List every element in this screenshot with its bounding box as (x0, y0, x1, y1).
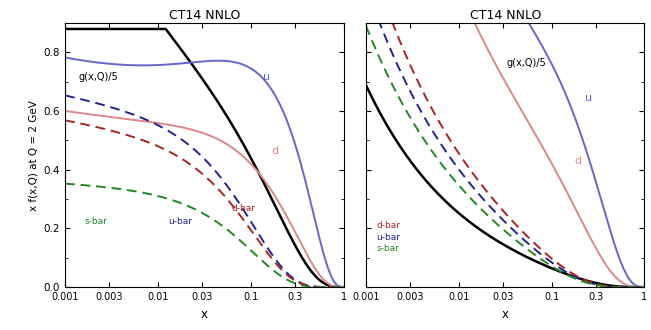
Text: s-bar: s-bar (84, 217, 107, 226)
X-axis label: x: x (201, 308, 208, 320)
Text: d: d (271, 146, 278, 156)
Text: g(x,Q)/5: g(x,Q)/5 (79, 72, 118, 82)
X-axis label: x: x (502, 308, 508, 320)
Text: d: d (574, 156, 581, 166)
Text: d-bar: d-bar (376, 221, 400, 230)
Text: u-bar: u-bar (169, 217, 193, 226)
Text: u: u (585, 93, 592, 103)
Text: u: u (263, 72, 270, 82)
Title: CT14 NNLO: CT14 NNLO (169, 9, 240, 22)
Text: g(x,Q)/5: g(x,Q)/5 (507, 58, 547, 68)
Y-axis label: x f(x,Q) at Q = 2 GeV: x f(x,Q) at Q = 2 GeV (28, 100, 38, 211)
Text: d-bar: d-bar (232, 204, 256, 214)
Text: s-bar: s-bar (376, 244, 400, 253)
Text: u-bar: u-bar (376, 233, 400, 242)
Title: CT14 NNLO: CT14 NNLO (469, 9, 541, 22)
